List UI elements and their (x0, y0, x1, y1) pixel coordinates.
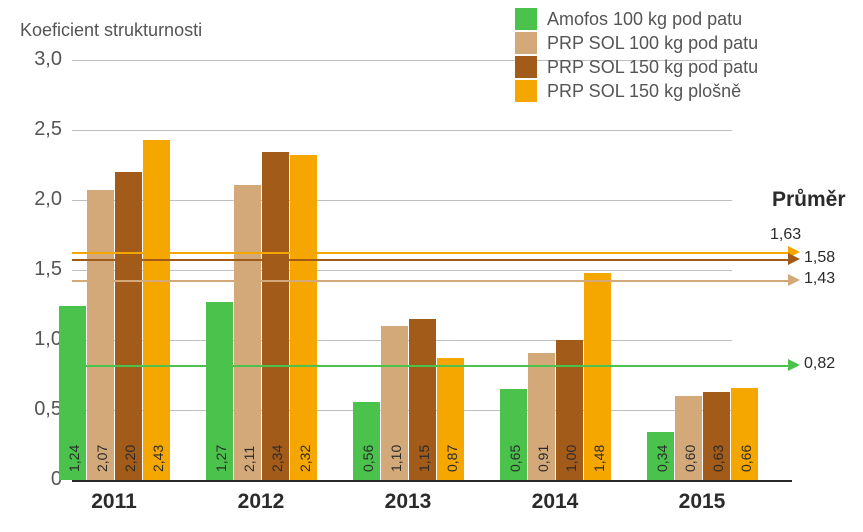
legend-text: PRP SOL 150 kg pod patu (547, 57, 758, 78)
y-tick-label: 2,5 (22, 118, 62, 141)
averages-title: Průměr (772, 188, 846, 212)
bar-value-label: 2,20 (122, 445, 138, 472)
x-tick-label: 2015 (647, 490, 758, 514)
legend: Amofos 100 kg pod patu PRP SOL 100 kg pod… (515, 8, 758, 104)
legend-text: Amofos 100 kg pod patu (547, 9, 742, 30)
y-tick-label: 0,5 (22, 398, 62, 421)
legend-swatch (515, 56, 537, 78)
bar-value-label: 1,48 (591, 445, 607, 472)
avg-line (72, 252, 792, 254)
y-tick-label: 2,0 (22, 188, 62, 211)
bar-value-label: 2,43 (150, 445, 166, 472)
legend-swatch (515, 80, 537, 102)
x-axis (72, 480, 792, 482)
avg-label: 0,82 (804, 355, 835, 373)
bar-value-label: 2,32 (297, 445, 313, 472)
x-tick-label: 2012 (206, 490, 317, 514)
avg-line (72, 280, 792, 282)
avg-marker (788, 359, 800, 371)
legend-swatch (515, 8, 537, 30)
chart-canvas: Koeficient strukturnosti 0 0,5 1,0 1,5 2,0 2,5… (0, 0, 863, 532)
x-tick-label: 2011 (59, 490, 170, 514)
bar (87, 190, 114, 480)
avg-label: 1,63 (770, 226, 801, 244)
bar-value-label: 2,07 (94, 445, 110, 472)
bar-value-label: 2,34 (269, 445, 285, 472)
avg-line (72, 259, 792, 261)
bar-value-label: 2,11 (241, 446, 257, 472)
avg-marker (788, 274, 800, 286)
legend-swatch (515, 32, 537, 54)
y-tick-label: 1,0 (22, 328, 62, 351)
x-tick-label: 2013 (353, 490, 464, 514)
bar (115, 172, 142, 480)
y-axis-title: Koeficient strukturnosti (20, 20, 202, 41)
bar-value-label: 0,63 (710, 445, 726, 472)
bar-value-label: 1,24 (66, 445, 82, 472)
legend-item: Amofos 100 kg pod patu (515, 8, 758, 30)
avg-label: 1,43 (804, 270, 835, 288)
bar (234, 185, 261, 480)
bar-value-label: 0,56 (360, 445, 376, 472)
bar (262, 152, 289, 480)
bar-value-label: 1,15 (416, 445, 432, 472)
bar-value-label: 1,10 (388, 445, 404, 472)
bar-value-label: 1,00 (563, 445, 579, 472)
x-tick-label: 2014 (500, 490, 611, 514)
y-tick-label: 1,5 (22, 258, 62, 281)
plot-area: 1,242,072,202,431,272,112,342,320,561,10… (72, 60, 732, 480)
legend-item: PRP SOL 100 kg pod patu (515, 32, 758, 54)
bar-value-label: 0,66 (738, 445, 754, 472)
bar-value-label: 1,27 (213, 445, 229, 472)
y-tick-label: 3,0 (22, 48, 62, 71)
bar (143, 140, 170, 480)
bar (290, 155, 317, 480)
bar-value-label: 0,34 (654, 445, 670, 472)
bar-value-label: 0,91 (535, 445, 551, 472)
bar-value-label: 0,60 (682, 445, 698, 472)
bar-value-label: 0,87 (444, 445, 460, 472)
avg-marker (788, 253, 800, 265)
legend-text: PRP SOL 150 kg plošně (547, 81, 741, 102)
legend-item: PRP SOL 150 kg plošně (515, 80, 758, 102)
y-tick-label: 0 (22, 468, 62, 491)
legend-text: PRP SOL 100 kg pod patu (547, 33, 758, 54)
legend-item: PRP SOL 150 kg pod patu (515, 56, 758, 78)
avg-line (72, 365, 792, 367)
bar-value-label: 0,65 (507, 445, 523, 472)
avg-label: 1,58 (804, 249, 835, 267)
